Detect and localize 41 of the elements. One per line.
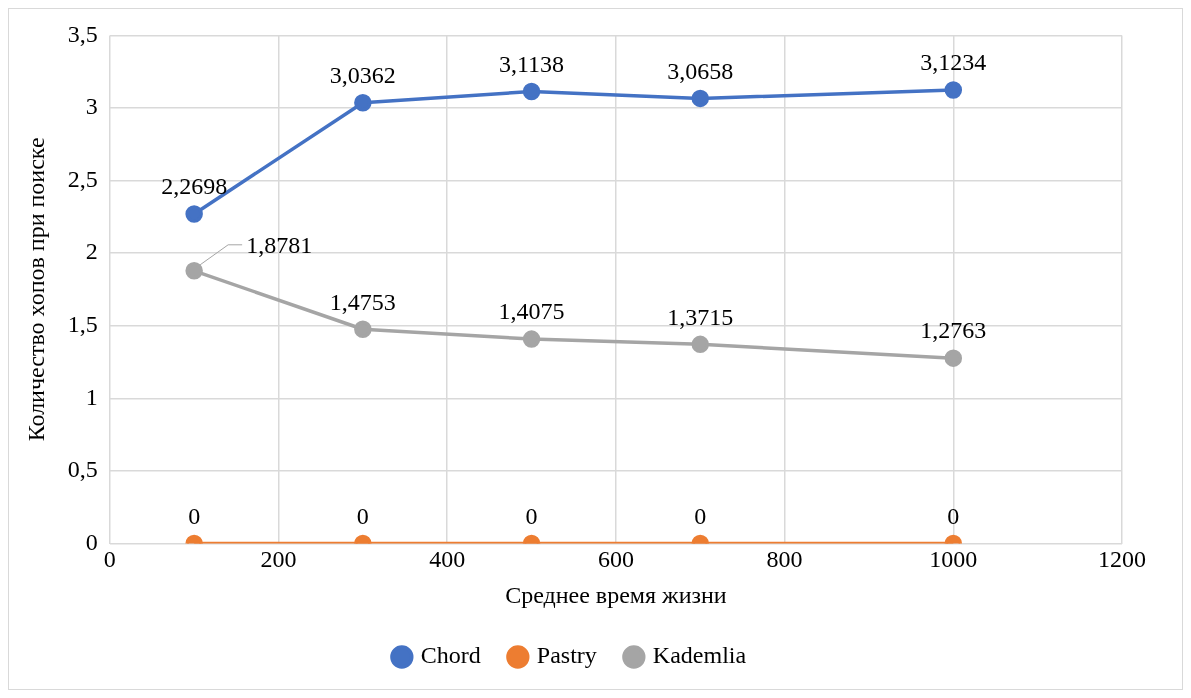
point <box>691 89 709 108</box>
x-tick-label: 200 <box>260 546 297 573</box>
legend-label: Pastry <box>536 642 597 669</box>
x-tick-label: 800 <box>766 546 803 573</box>
data-label: 0 <box>356 502 369 529</box>
y-tick-label: 1,5 <box>67 310 98 337</box>
data-label: 1,4753 <box>329 288 396 315</box>
data-label: 3,1234 <box>920 49 987 76</box>
y-tick-label: 1 <box>85 383 98 410</box>
data-label: 3,0658 <box>667 57 734 84</box>
x-tick-label: 400 <box>429 546 466 573</box>
point <box>944 81 963 99</box>
data-label: 1,3715 <box>667 303 734 330</box>
y-tick-label: 0 <box>85 528 98 555</box>
point <box>185 205 203 223</box>
y-tick-label: 2,5 <box>67 165 98 192</box>
legend-label: Kademlia <box>652 642 747 669</box>
data-label: 1,4075 <box>498 298 565 325</box>
y-tick-label: 0,5 <box>67 456 98 483</box>
y-tick-label: 3 <box>85 93 98 120</box>
data-label: 0 <box>947 502 960 529</box>
x-axis-title: Среднее время жизни <box>505 581 727 608</box>
data-label: 0 <box>694 502 707 529</box>
data-label: 0 <box>525 502 538 529</box>
data-label: 3,1138 <box>499 50 565 77</box>
x-tick-label: 600 <box>597 546 634 573</box>
point <box>522 82 541 101</box>
y-tick-label: 2 <box>85 238 98 265</box>
point <box>354 93 372 112</box>
x-tick-label: 1000 <box>929 546 978 573</box>
point <box>185 262 203 280</box>
data-label: 2,2698 <box>161 173 228 200</box>
legend-label: Chord <box>420 642 481 669</box>
data-label: 1,8781 <box>246 232 313 259</box>
data-label: 1,2763 <box>920 317 987 344</box>
y-tick-label: 3,5 <box>67 20 98 47</box>
y-axis-title: Количество хопов при поиске <box>22 137 49 442</box>
data-label: 0 <box>188 502 201 529</box>
x-tick-label: 1200 <box>1098 546 1146 573</box>
x-tick-label: 0 <box>103 546 116 573</box>
data-label: 3,0362 <box>329 62 396 89</box>
